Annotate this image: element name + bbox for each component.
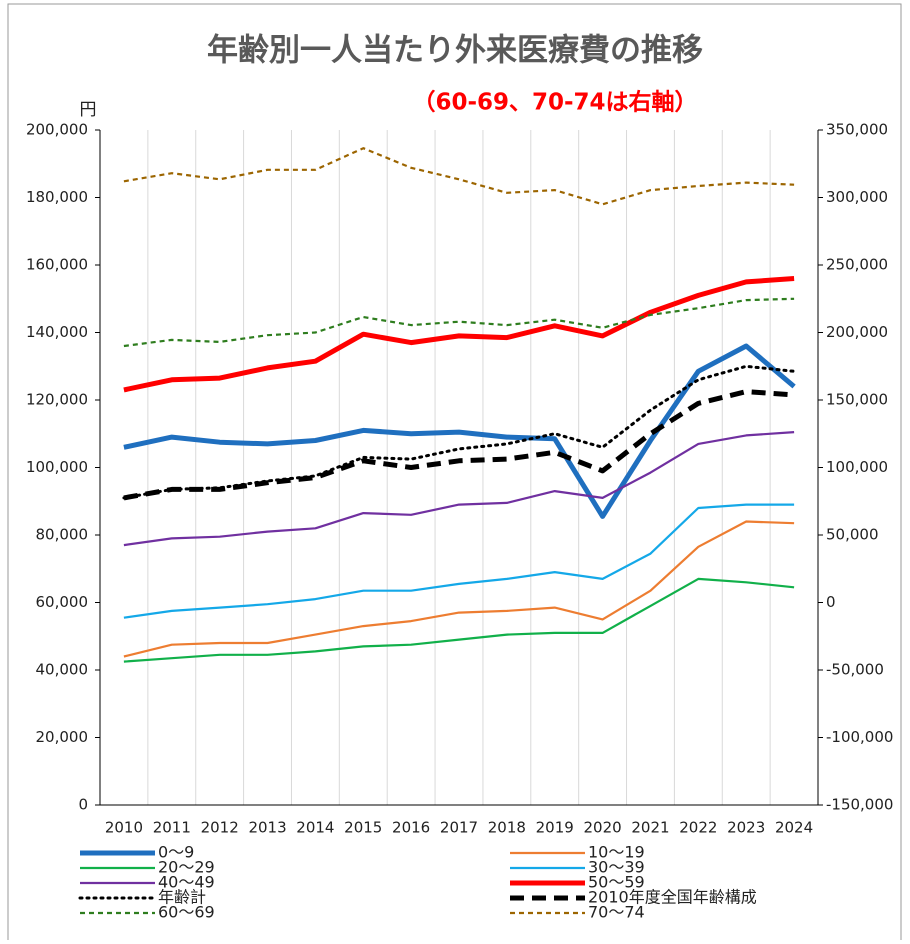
chart-title: 年齢別一人当たり外来医療費の推移	[207, 33, 703, 69]
y-tick-label: 120,000	[26, 391, 88, 409]
x-tick-label: 2017	[440, 819, 478, 837]
y2-tick-label: 0	[826, 593, 836, 611]
x-tick-label: 2022	[679, 819, 717, 837]
y-tick-label: 200,000	[26, 121, 88, 139]
series-line	[123, 520, 795, 658]
legend-label: 2010年度全国年齢構成	[588, 888, 757, 907]
y2-tick-label: 100,000	[826, 458, 888, 476]
x-tick-label: 2018	[488, 819, 526, 837]
legend-label: 70～74	[588, 903, 645, 922]
x-tick-label: 2016	[392, 819, 430, 837]
series-line	[123, 147, 795, 206]
series-line	[123, 343, 796, 519]
y-tick-label: 160,000	[26, 256, 88, 274]
y-axis-label: 円	[80, 100, 97, 120]
x-tick-label: 2024	[775, 819, 813, 837]
x-tick-label: 2021	[631, 819, 669, 837]
legend-label: 0～9	[158, 843, 194, 862]
x-tick-label: 2011	[153, 819, 191, 837]
y2-tick-label: 150,000	[826, 391, 888, 409]
series-line	[123, 389, 795, 501]
y2-tick-label: -50,000	[826, 661, 884, 679]
series-line	[123, 503, 795, 619]
legend-label: 40～49	[158, 873, 215, 892]
y2-tick-label: 300,000	[826, 188, 888, 206]
legend-label: 50～59	[588, 873, 645, 892]
y2-tick-label: 350,000	[826, 121, 888, 139]
y2-tick-label: -100,000	[826, 728, 893, 746]
y2-tick-label: 200,000	[826, 323, 888, 341]
legend-label: 10～19	[588, 843, 645, 862]
y2-tick-label: 50,000	[826, 526, 879, 544]
x-tick-label: 2015	[344, 819, 382, 837]
x-tick-label: 2013	[248, 819, 286, 837]
y-tick-label: 180,000	[26, 188, 88, 206]
series-line	[123, 431, 795, 547]
legend-label: 60～69	[158, 903, 215, 922]
x-tick-label: 2010	[105, 819, 143, 837]
x-tick-label: 2012	[201, 819, 239, 837]
x-tick-label: 2014	[296, 819, 334, 837]
legend-label: 年齢計	[158, 888, 206, 907]
x-tick-label: 2023	[727, 819, 765, 837]
x-tick-label: 2019	[536, 819, 574, 837]
y-tick-label: 100,000	[26, 458, 88, 476]
y-tick-label: 20,000	[36, 728, 89, 746]
x-tick-label: 2020	[584, 819, 622, 837]
legend-label: 20～29	[158, 858, 215, 877]
y-tick-label: 140,000	[26, 323, 88, 341]
y-tick-label: 0	[78, 796, 88, 814]
y2-tick-label: 250,000	[826, 256, 888, 274]
y-tick-label: 40,000	[36, 661, 89, 679]
y-tick-label: 60,000	[36, 593, 89, 611]
y2-tick-label: -150,000	[826, 796, 893, 814]
series-line	[123, 276, 795, 393]
series-line	[123, 577, 795, 663]
series-line	[123, 297, 795, 348]
y-tick-label: 80,000	[36, 526, 89, 544]
legend-label: 30～39	[588, 858, 645, 877]
chart-subtitle: （60-69、70-74は右軸）	[412, 89, 697, 116]
frame	[7, 3, 902, 944]
